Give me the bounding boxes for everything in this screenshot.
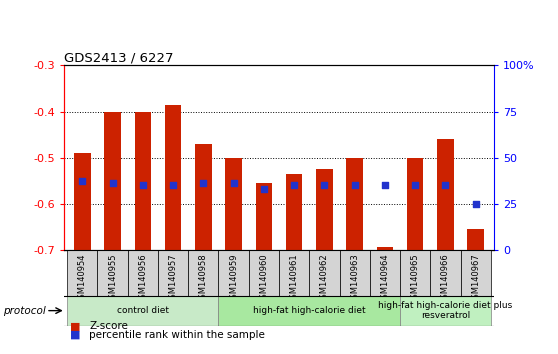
Text: percentile rank within the sample: percentile rank within the sample	[89, 330, 265, 340]
Text: protocol: protocol	[3, 306, 46, 316]
Bar	[460, 250, 491, 296]
Text: GSM140954: GSM140954	[78, 253, 87, 304]
Text: GDS2413 / 6227: GDS2413 / 6227	[64, 51, 174, 64]
Bar	[407, 158, 424, 250]
Text: GSM140961: GSM140961	[290, 253, 299, 304]
Point	[350, 182, 359, 188]
Text: GSM140962: GSM140962	[320, 253, 329, 304]
Point	[259, 186, 268, 192]
Point	[138, 182, 147, 188]
Bar	[377, 247, 393, 250]
Bar	[309, 250, 339, 296]
Text: GSM140959: GSM140959	[229, 253, 238, 304]
Text: GSM140967: GSM140967	[471, 253, 480, 304]
Bar	[370, 250, 400, 296]
Text: high-fat high-calorie diet: high-fat high-calorie diet	[253, 306, 365, 315]
Bar	[339, 250, 370, 296]
Bar	[400, 250, 430, 296]
Text: GSM140965: GSM140965	[411, 253, 420, 304]
Bar	[249, 250, 279, 296]
Point	[290, 182, 299, 188]
Text: GSM140957: GSM140957	[169, 253, 177, 304]
Point	[169, 182, 177, 188]
Text: high-fat high-calorie diet plus
resveratrol: high-fat high-calorie diet plus resverat…	[378, 301, 513, 320]
Point	[411, 182, 420, 188]
Point	[471, 201, 480, 206]
Bar	[286, 174, 302, 250]
Point	[441, 182, 450, 188]
Bar	[468, 229, 484, 250]
Point	[108, 181, 117, 186]
Text: Z-score: Z-score	[89, 321, 128, 331]
Bar	[219, 250, 249, 296]
Text: GSM140960: GSM140960	[259, 253, 268, 304]
Bar	[74, 153, 90, 250]
Bar	[256, 183, 272, 250]
Bar	[437, 139, 454, 250]
Bar	[195, 144, 211, 250]
Text: GSM140966: GSM140966	[441, 253, 450, 304]
Text: control diet: control diet	[117, 306, 169, 315]
Bar	[67, 296, 219, 326]
Bar	[128, 250, 158, 296]
Text: ■: ■	[70, 330, 80, 340]
Text: GSM140955: GSM140955	[108, 253, 117, 304]
Point	[78, 179, 87, 184]
Bar	[347, 158, 363, 250]
Bar	[225, 158, 242, 250]
Bar	[430, 250, 460, 296]
Text: GSM140956: GSM140956	[138, 253, 147, 304]
Bar	[134, 112, 151, 250]
Bar	[316, 169, 333, 250]
Text: GSM140958: GSM140958	[199, 253, 208, 304]
Bar	[188, 250, 219, 296]
Bar	[279, 250, 309, 296]
Bar	[98, 250, 128, 296]
Point	[381, 182, 389, 188]
Point	[320, 182, 329, 188]
Text: GSM140963: GSM140963	[350, 253, 359, 304]
Point	[229, 181, 238, 186]
Bar	[158, 250, 188, 296]
Bar	[400, 296, 491, 326]
Bar	[67, 250, 98, 296]
Bar	[165, 104, 181, 250]
Point	[199, 181, 208, 186]
Text: GSM140964: GSM140964	[381, 253, 389, 304]
Text: ■: ■	[70, 321, 80, 331]
Bar	[104, 112, 121, 250]
Bar	[219, 296, 400, 326]
